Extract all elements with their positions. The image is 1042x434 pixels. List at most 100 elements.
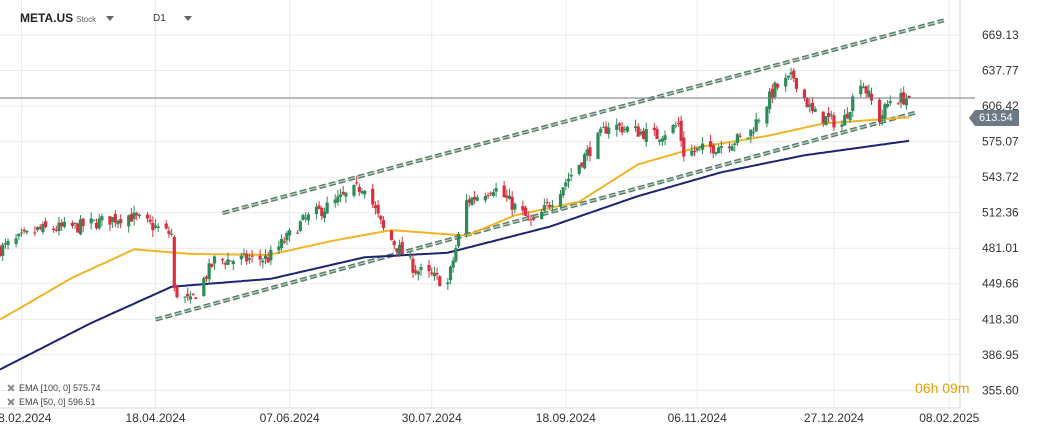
candle-up xyxy=(615,124,619,130)
candle-down xyxy=(76,223,80,233)
candle-up xyxy=(92,219,96,221)
candle-up xyxy=(19,232,24,234)
candle-up xyxy=(363,190,367,195)
grid xyxy=(0,0,961,409)
symbol-dropdown-icon[interactable] xyxy=(106,15,115,21)
candle-down xyxy=(204,276,209,279)
candle-up xyxy=(491,192,496,196)
candle-up xyxy=(279,238,284,248)
candle-down xyxy=(641,130,646,139)
candle-up xyxy=(733,143,737,146)
candle-up xyxy=(304,217,308,219)
candle-up xyxy=(540,211,544,220)
x-tick-label: 28.02.2024 xyxy=(0,411,52,425)
candle-down xyxy=(652,127,656,131)
candle-up xyxy=(564,182,568,187)
y-tick-label: 355.60 xyxy=(982,383,1019,397)
candle-up xyxy=(17,233,21,237)
candle-down xyxy=(864,86,868,94)
timeframe-selector[interactable]: D1 xyxy=(153,10,192,26)
symbol-selector[interactable]: META.US Stock xyxy=(20,10,115,26)
candle-down xyxy=(792,70,796,79)
candle-up xyxy=(352,184,356,196)
candle-up xyxy=(322,211,327,219)
y-tick-label: 543.72 xyxy=(982,170,1019,184)
candle-up xyxy=(558,194,563,207)
candle-down xyxy=(392,241,396,246)
candle-up xyxy=(116,220,120,225)
candle-up xyxy=(663,135,667,141)
candle-down xyxy=(296,232,300,234)
candle-up xyxy=(247,258,251,260)
candle-down xyxy=(135,213,139,216)
candle-down xyxy=(676,122,681,124)
candle-down xyxy=(317,205,321,209)
candle-down xyxy=(33,232,37,234)
candle-up xyxy=(658,139,662,142)
candle-down xyxy=(510,196,514,210)
candle-up xyxy=(671,125,675,133)
candle-up xyxy=(789,72,793,75)
candle-up xyxy=(325,202,329,214)
candle-up xyxy=(397,244,402,255)
candle-down xyxy=(119,219,123,224)
candle-down xyxy=(805,97,809,108)
candle-down xyxy=(617,123,622,126)
candle-down xyxy=(167,230,171,235)
candle-up xyxy=(596,132,600,159)
candle-up xyxy=(416,271,420,275)
candle-up xyxy=(57,222,61,232)
candle-down xyxy=(94,222,99,229)
candle-up xyxy=(639,131,643,135)
candle-up xyxy=(633,126,638,128)
candle-down xyxy=(355,182,359,184)
candle-down xyxy=(827,112,831,117)
candle-up xyxy=(840,124,844,127)
candle-down xyxy=(81,218,85,227)
candle-up xyxy=(408,256,412,258)
candle-up xyxy=(599,128,603,133)
candle-down xyxy=(258,256,262,260)
countdown-minutes: 09 xyxy=(942,380,958,396)
ema-lines xyxy=(0,116,910,371)
candle-down xyxy=(821,111,825,124)
trend-channel[interactable] xyxy=(155,18,945,322)
candle-up xyxy=(470,197,474,206)
candle-down xyxy=(521,206,525,211)
candle-up xyxy=(1,244,5,256)
y-tick-label: 637.77 xyxy=(982,64,1019,78)
candle-down xyxy=(877,99,882,123)
timeframe-dropdown-icon[interactable] xyxy=(183,15,192,21)
candle-up xyxy=(202,277,206,296)
candle-up xyxy=(360,191,364,194)
candle-down xyxy=(113,213,117,223)
candle-down xyxy=(711,145,715,154)
candle-up xyxy=(446,282,450,285)
candle-up xyxy=(338,194,343,197)
candle-up xyxy=(475,197,479,201)
candle-down xyxy=(682,137,686,157)
candle-up xyxy=(784,77,788,87)
candle-up xyxy=(432,272,437,277)
candle-down xyxy=(679,120,683,141)
candle-down xyxy=(655,128,659,140)
candle-down xyxy=(0,246,2,257)
remove-ema100-icon[interactable] xyxy=(6,383,16,393)
candle-up xyxy=(690,150,694,156)
candle-up xyxy=(111,217,115,222)
candle-up xyxy=(277,246,281,251)
candle-down xyxy=(473,196,477,200)
remove-ema50-icon[interactable] xyxy=(6,397,16,407)
candle-up xyxy=(601,127,605,129)
x-tick-label: 30.07.2024 xyxy=(402,411,462,425)
candle-down xyxy=(373,205,378,208)
candle-up xyxy=(212,256,217,264)
candle-down xyxy=(210,263,214,267)
candle-up xyxy=(749,129,753,137)
candle-up xyxy=(698,146,702,148)
candle-down xyxy=(411,258,415,273)
candle-up xyxy=(97,218,101,229)
candle-down xyxy=(727,146,731,149)
candle-up xyxy=(550,205,555,207)
